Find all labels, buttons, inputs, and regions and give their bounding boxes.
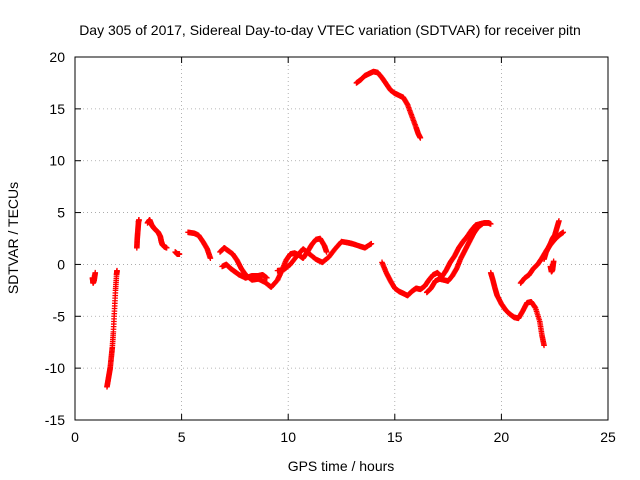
y-tick-label: -15	[45, 412, 65, 428]
grid	[75, 57, 608, 420]
x-tick-label: 0	[71, 429, 79, 445]
axis-ticks: 0 5 10 15 20 25 -15 -10 -5 0 5 10 15 20	[45, 49, 616, 445]
y-tick-label: 15	[49, 101, 65, 117]
data-point-marker	[207, 255, 214, 262]
x-tick-label: 10	[280, 429, 296, 445]
y-tick-label: 0	[57, 256, 65, 272]
y-tick-label: -10	[45, 360, 65, 376]
y-tick-label: -5	[53, 308, 66, 324]
data-point-marker	[136, 217, 142, 223]
data-point-marker	[417, 135, 424, 141]
plot-frame	[74, 56, 609, 421]
data-point-marker	[92, 269, 99, 276]
y-tick-label: 20	[49, 49, 65, 65]
data-point-marker	[114, 267, 120, 274]
y-axis-label: SDTVAR / TECUs	[5, 182, 21, 294]
data-point-marker	[176, 251, 183, 257]
x-axis-label: GPS time / hours	[288, 458, 395, 474]
data-point-marker	[550, 258, 557, 265]
data-point-marker	[368, 240, 375, 247]
y-tick-label: 5	[57, 205, 65, 221]
data-point-marker	[479, 221, 486, 227]
data-point-marker	[560, 229, 567, 236]
data-point-marker	[264, 275, 270, 281]
data-point-marker	[323, 249, 330, 255]
x-tick-label: 25	[600, 429, 616, 445]
data-series	[89, 68, 567, 390]
data-point-marker	[487, 221, 494, 227]
chart-title: Day 305 of 2017, Sidereal Day-to-day VTE…	[79, 22, 581, 38]
x-tick-label: 20	[494, 429, 510, 445]
y-tick-label: 10	[49, 153, 65, 169]
x-tick-label: 15	[387, 429, 403, 445]
data-point-marker	[541, 342, 547, 349]
x-tick-label: 5	[178, 429, 186, 445]
series-sdtvar	[89, 68, 567, 390]
data-point-marker	[163, 245, 170, 251]
data-point-marker	[556, 218, 562, 224]
